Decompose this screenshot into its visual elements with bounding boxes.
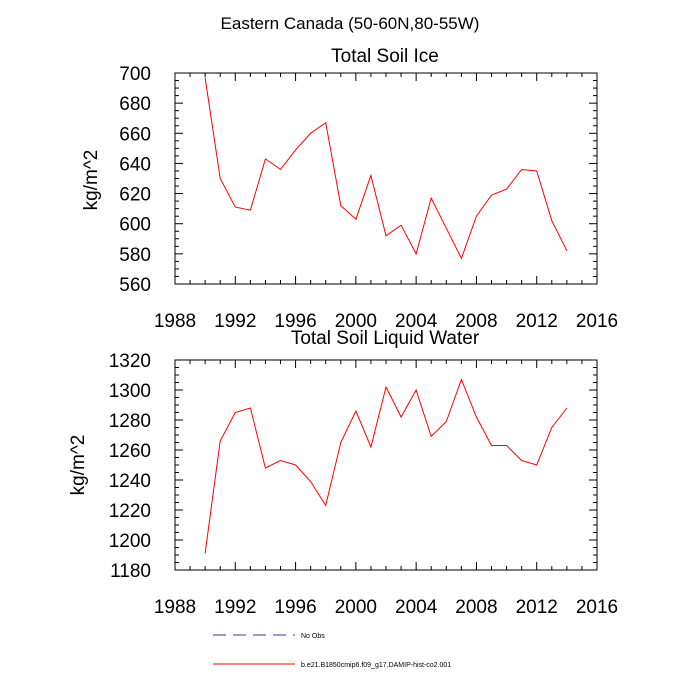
legend-model-label: b.e21.B1850cmip6.f09_g17.DAMIP-hist-co2.… bbox=[301, 662, 451, 669]
y-tick-label: 680 bbox=[119, 94, 151, 115]
y-tick-label: 580 bbox=[119, 245, 151, 266]
y-tick-label: 1260 bbox=[109, 441, 151, 462]
x-tick-label: 2012 bbox=[516, 311, 558, 332]
x-tick-label: 1992 bbox=[214, 311, 256, 332]
y-tick-label: 1200 bbox=[109, 531, 151, 552]
plot-frame bbox=[174, 359, 598, 571]
y-axis-label: kg/m^2 bbox=[81, 150, 102, 211]
panel-total-soil-liquid-water: Total Soil Liquid Water kg/m^2 1988 1992 1… bbox=[68, 328, 618, 618]
y-tick-label: 600 bbox=[119, 215, 151, 236]
y-tick-label: 640 bbox=[119, 154, 151, 175]
x-tick-label: 1988 bbox=[154, 311, 196, 332]
x-tick-label: 2016 bbox=[576, 597, 618, 618]
x-tick-label: 2000 bbox=[335, 597, 377, 618]
x-tick-label: 2004 bbox=[395, 597, 438, 618]
x-tick-label: 2016 bbox=[576, 311, 618, 332]
x-tick-label: 1992 bbox=[214, 597, 256, 618]
y-tick-label: 1280 bbox=[109, 411, 151, 432]
x-tick-label: 2004 bbox=[395, 311, 438, 332]
y-tick-label: 1180 bbox=[110, 561, 151, 582]
panel-title: Total Soil Liquid Water bbox=[291, 328, 480, 349]
x-tick-label: 2008 bbox=[455, 311, 497, 332]
legend: No Obs b.e21.B1850cmip6.f09_g17.DAMIP-hi… bbox=[213, 633, 451, 669]
x-tick-label: 2012 bbox=[516, 597, 558, 618]
figure-title: Eastern Canada (50-60N,80-55W) bbox=[221, 14, 480, 33]
y-tick-label: 1220 bbox=[109, 501, 151, 522]
x-tick-label: 1988 bbox=[154, 597, 196, 618]
x-tick-label: 2000 bbox=[335, 311, 377, 332]
y-tick-label: 700 bbox=[119, 64, 151, 85]
y-tick-label: 660 bbox=[119, 124, 151, 145]
y-tick-label: 560 bbox=[119, 275, 151, 296]
x-tick-label: 2008 bbox=[455, 597, 497, 618]
series-line bbox=[204, 77, 568, 260]
y-tick-label: 1300 bbox=[109, 381, 151, 402]
panel-title: Total Soil Ice bbox=[331, 46, 439, 67]
legend-no-obs-label: No Obs bbox=[301, 633, 325, 640]
x-tick-label: 1996 bbox=[274, 311, 316, 332]
y-tick-label: 620 bbox=[119, 185, 151, 206]
y-tick-label: 1320 bbox=[109, 351, 151, 372]
plot-frame bbox=[174, 72, 598, 285]
x-tick-label: 1996 bbox=[274, 597, 316, 618]
panel-total-soil-ice: Total Soil Ice kg/m^2 1988 1992 1996 2000 20… bbox=[81, 46, 618, 332]
series-line bbox=[204, 378, 568, 554]
y-axis-label: kg/m^2 bbox=[68, 435, 89, 496]
y-tick-label: 1240 bbox=[109, 471, 151, 492]
